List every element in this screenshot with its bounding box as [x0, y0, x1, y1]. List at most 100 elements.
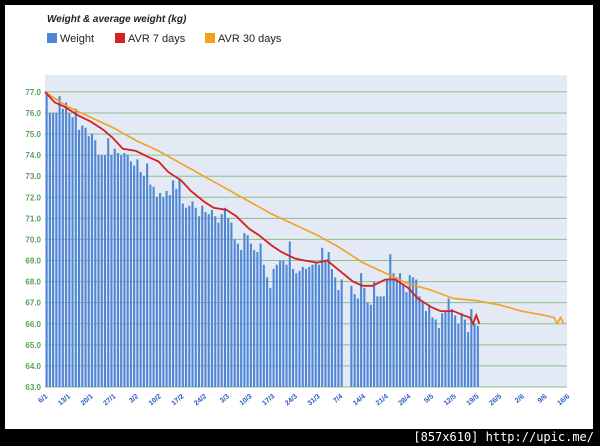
weight-bar	[129, 161, 132, 387]
weight-bar	[437, 327, 440, 387]
legend-swatch-avr30	[205, 33, 215, 43]
weight-bar	[363, 287, 366, 387]
x-tick-label: 3/3	[219, 393, 231, 405]
weight-bar	[330, 268, 333, 387]
x-tick-label: 17/2	[171, 393, 186, 407]
x-tick-label: 10/2	[148, 393, 163, 407]
weight-bar	[256, 252, 259, 387]
weight-bar	[350, 285, 353, 387]
weight-bar	[126, 155, 129, 387]
weight-bar	[327, 252, 330, 387]
weight-bar	[447, 298, 450, 387]
weight-bar	[369, 304, 372, 387]
x-tick-label: 3/2	[128, 393, 140, 405]
y-tick-label: 64.0	[25, 362, 41, 371]
weight-bar	[136, 159, 139, 387]
weight-bar	[243, 233, 246, 387]
weight-bar	[467, 332, 470, 387]
weight-bar	[217, 222, 220, 387]
weight-bar	[356, 298, 359, 387]
weight-bar	[227, 218, 230, 387]
weight-chart: Weight & average weight (kg) Weight AVR …	[25, 14, 571, 407]
weight-bar	[233, 239, 236, 387]
legend: Weight AVR 7 days AVR 30 days	[47, 33, 282, 45]
y-tick-label: 71.0	[25, 214, 41, 223]
weight-bar	[262, 264, 265, 387]
x-tick-label: 5/5	[423, 393, 435, 405]
weight-bar	[81, 125, 84, 387]
weight-bar	[431, 317, 434, 387]
x-tick-label: 24/3	[284, 393, 299, 407]
weight-bar	[61, 108, 64, 387]
weight-bar	[65, 102, 68, 388]
x-tick-label: 9/6	[537, 393, 549, 405]
x-tick-label: 20/1	[80, 393, 95, 407]
weight-bar	[90, 134, 94, 387]
weight-bar	[434, 319, 437, 387]
weight-bar	[68, 112, 71, 387]
weight-bar	[175, 188, 178, 387]
weight-bar	[259, 243, 262, 387]
weight-bar	[172, 180, 175, 387]
weight-bar	[460, 313, 463, 387]
weight-bar	[249, 243, 252, 387]
weight-bar	[317, 264, 321, 387]
x-tick-label: 24/2	[193, 393, 208, 407]
weight-bar	[470, 309, 473, 387]
weight-bar	[146, 163, 149, 387]
weight-bar	[45, 91, 48, 387]
weight-bar	[165, 190, 168, 387]
weight-bar	[285, 264, 288, 387]
weight-bar	[100, 155, 103, 387]
weight-bar	[441, 313, 444, 387]
weight-bar	[120, 155, 123, 387]
weight-bar	[360, 273, 363, 387]
x-tick-label: 13/1	[57, 393, 72, 407]
x-tick-label: 10/3	[239, 393, 254, 407]
weight-bar	[223, 207, 226, 387]
weight-bar	[48, 112, 51, 387]
weight-bar	[210, 209, 214, 387]
x-tick-label: 27/1	[102, 393, 117, 407]
weight-bar	[321, 247, 324, 387]
avr30-line	[44, 91, 565, 326]
weight-bar	[353, 294, 356, 387]
weight-bar	[395, 277, 398, 387]
weight-bar	[266, 277, 269, 387]
weight-bar	[373, 281, 376, 387]
weight-bar	[152, 186, 155, 387]
weight-bar	[159, 193, 162, 387]
weight-bar	[324, 260, 327, 387]
weight-bar	[382, 296, 385, 387]
weight-bar	[52, 112, 55, 387]
weight-bar	[220, 214, 223, 387]
weight-bar	[272, 268, 275, 387]
weight-bar	[298, 271, 301, 387]
weight-bar	[411, 277, 415, 387]
x-tick-label: 7/4	[332, 393, 344, 405]
y-tick-label: 74.0	[25, 151, 41, 160]
weight-bar	[408, 275, 411, 387]
weight-bar	[282, 260, 285, 387]
weight-bar	[269, 287, 272, 387]
weight-bar	[428, 304, 431, 387]
weight-bar	[457, 323, 460, 387]
x-tick-label: 17/3	[261, 393, 276, 407]
weight-bar	[184, 207, 188, 387]
weight-bar	[476, 325, 479, 387]
weight-bar	[444, 311, 447, 387]
x-tick-label: 2/6	[514, 393, 526, 405]
weight-bar	[78, 129, 81, 387]
x-tick-label: 31/3	[307, 393, 322, 407]
weight-bar	[168, 195, 171, 387]
weight-bar	[87, 136, 90, 387]
weight-bar	[155, 197, 158, 387]
legend-label-weight: Weight	[60, 33, 94, 45]
watermark-text: [857x610] http://upic.me/	[413, 430, 594, 444]
weight-bar	[142, 176, 145, 387]
weight-bar	[424, 311, 428, 387]
weight-bar	[162, 197, 165, 387]
footer-bar: [857x610] http://upic.me/	[0, 429, 600, 446]
weight-bar	[230, 222, 233, 387]
weight-bar	[149, 184, 152, 387]
